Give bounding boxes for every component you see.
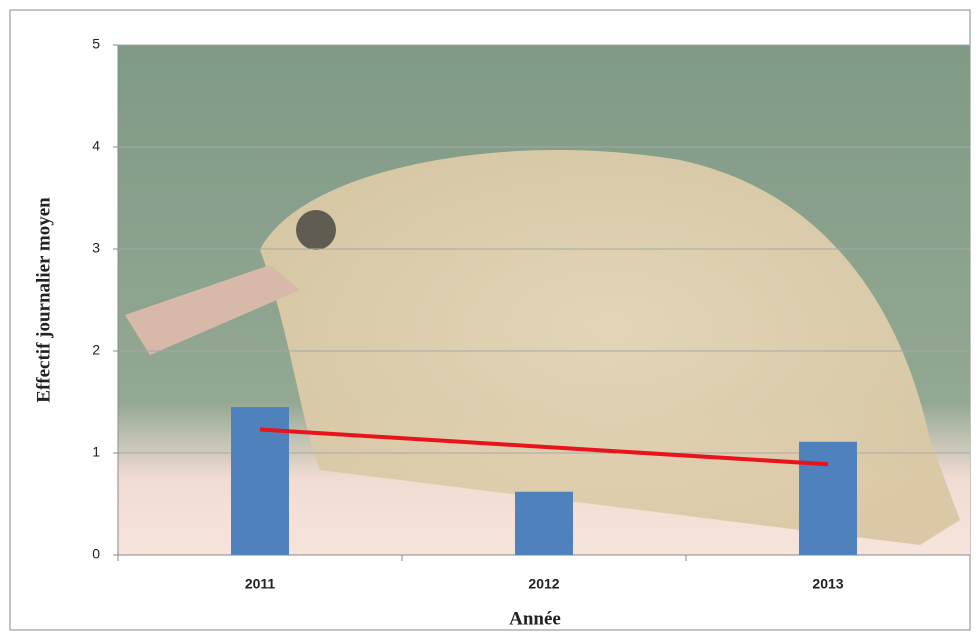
bar	[515, 491, 573, 555]
y-axis-title: Effectif journalier moyen	[33, 197, 54, 403]
photo-beak	[125, 265, 300, 355]
x-tick-label: 2013	[812, 576, 843, 592]
x-axis-title: Année	[509, 608, 561, 629]
bar	[799, 441, 857, 555]
y-tick-label: 4	[92, 138, 100, 154]
y-tick-label: 2	[92, 342, 100, 358]
x-tick-label: 2011	[245, 576, 276, 592]
y-tick-label: 1	[92, 444, 100, 460]
photo-eye	[296, 210, 336, 250]
y-tick-label: 0	[92, 546, 100, 562]
y-tick-label: 3	[92, 240, 100, 256]
y-tick-label: 5	[92, 36, 100, 52]
x-tick-label: 2012	[528, 576, 559, 592]
trend-line	[259, 427, 829, 467]
